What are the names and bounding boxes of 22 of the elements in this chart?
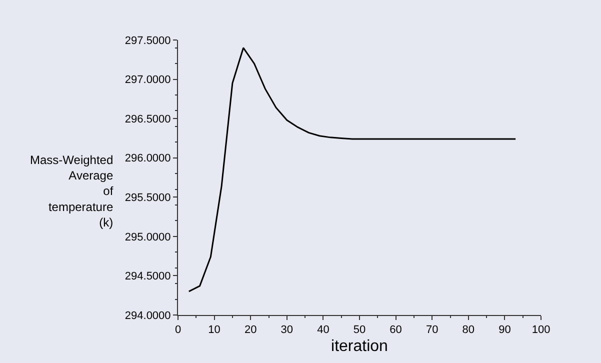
x-axis-title: iteration: [331, 338, 388, 355]
y-tick-label: 296.0000: [124, 152, 171, 165]
x-tick-label: 40: [317, 324, 330, 336]
y-tick-label: 295.0000: [124, 231, 171, 244]
y-tick-label: 296.5000: [124, 113, 171, 126]
y-tick-label: 294.5000: [124, 270, 171, 283]
x-tick-label: 30: [280, 324, 294, 336]
x-tick-label: 60: [390, 324, 402, 336]
x-tick-label: 80: [462, 324, 475, 336]
x-tick-label: 20: [244, 324, 257, 336]
line-series: [188, 47, 516, 292]
x-tick-label: 100: [532, 324, 550, 336]
x-tick-label: 90: [498, 324, 511, 336]
x-tick-label: 70: [426, 324, 438, 336]
x-tick-label: 0: [174, 324, 182, 336]
x-tick-label: 50: [353, 324, 366, 336]
x-tick-label: 10: [208, 324, 220, 336]
y-axis-title: Mass-Weighted Average of temperature (k): [30, 153, 114, 230]
y-tick-label: 295.5000: [124, 192, 171, 204]
y-tick-label: 297.0000: [124, 74, 171, 86]
y-tick-label: 294.0000: [124, 310, 171, 322]
y-tick-label: 297.5000: [124, 34, 171, 47]
